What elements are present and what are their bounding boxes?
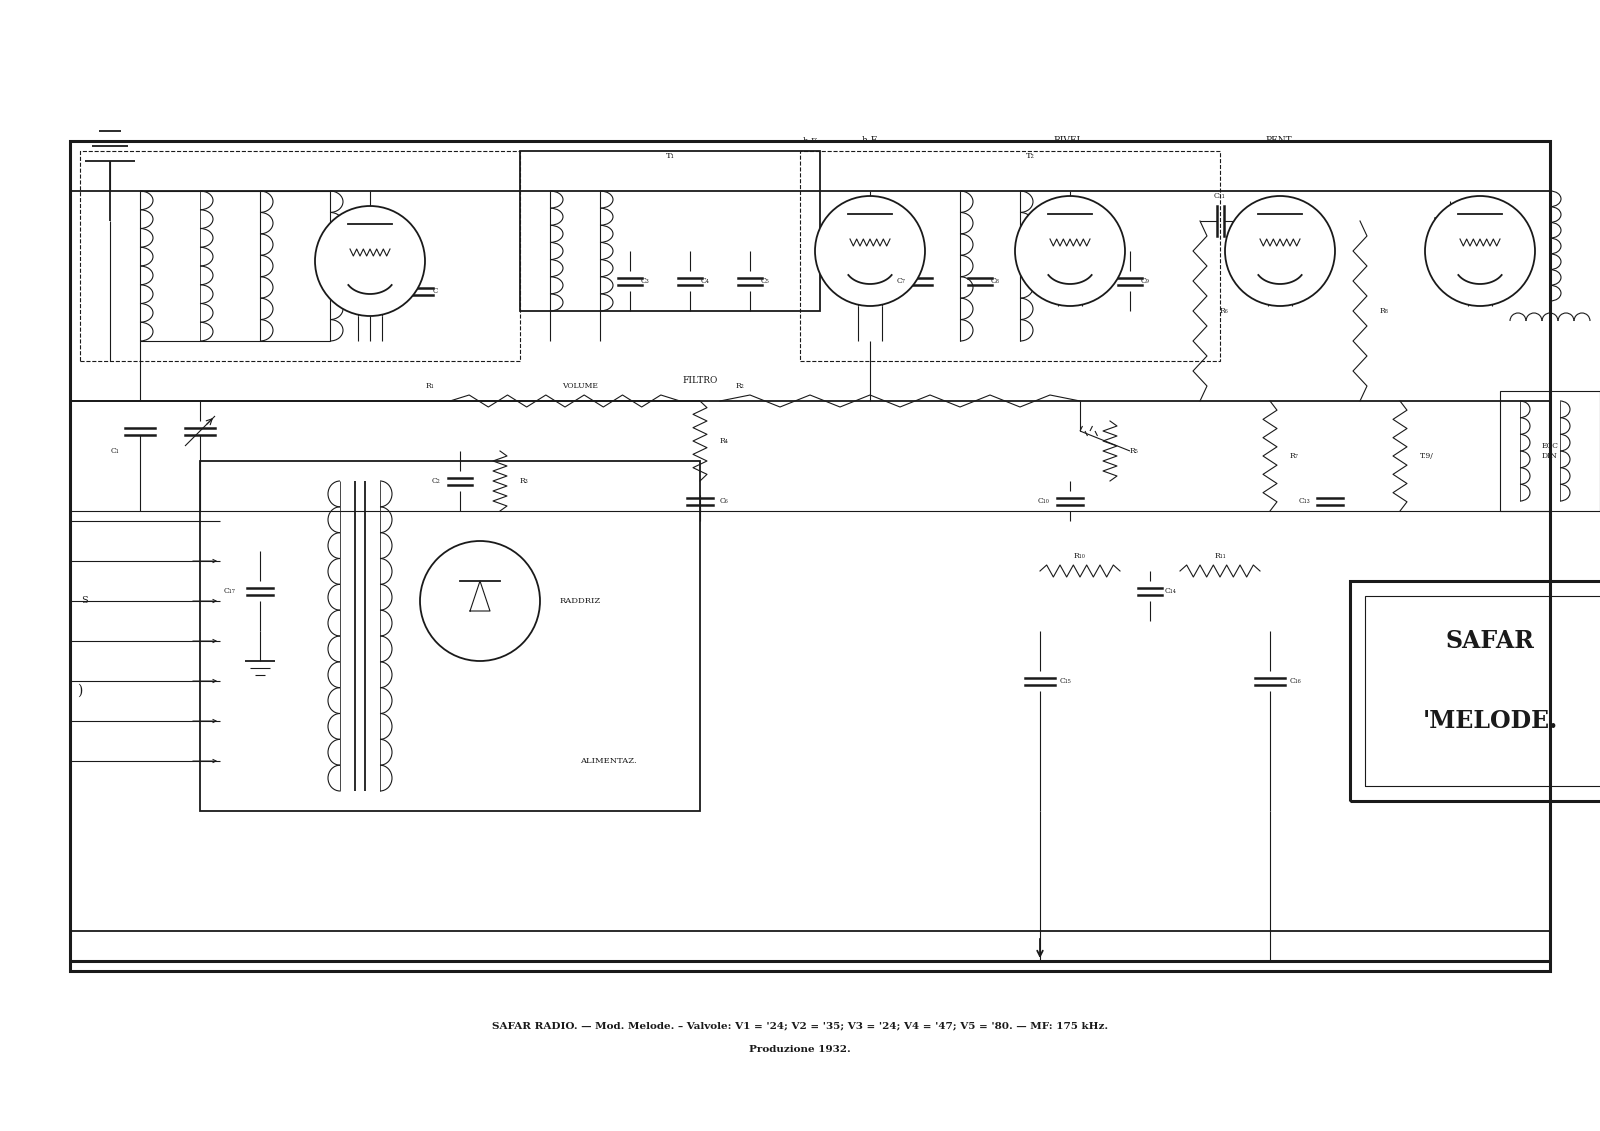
Text: R₃: R₃ — [520, 477, 528, 485]
Text: R₆: R₆ — [1221, 307, 1229, 316]
Circle shape — [419, 541, 541, 661]
Text: C₁₆: C₁₆ — [1290, 677, 1302, 685]
Bar — [1501, 391, 1600, 511]
Text: FILTRO: FILTRO — [682, 377, 718, 386]
Text: C₁₂: C₁₂ — [1464, 217, 1475, 225]
Text: R₇: R₇ — [1290, 452, 1299, 460]
Bar — [1365, 596, 1600, 786]
Text: ): ) — [77, 684, 83, 698]
Text: T₁: T₁ — [666, 152, 675, 159]
Bar — [800, 152, 1221, 361]
Text: T₂: T₂ — [1026, 152, 1035, 159]
Text: R₈: R₈ — [1379, 307, 1389, 316]
Text: C₄: C₄ — [701, 277, 709, 285]
Bar — [520, 152, 819, 311]
Text: R₂: R₂ — [736, 382, 744, 390]
Text: T.9/: T.9/ — [1421, 452, 1434, 460]
Text: S: S — [82, 596, 88, 605]
Text: RIVEL.: RIVEL. — [1054, 137, 1086, 146]
Text: C₂: C₂ — [432, 477, 440, 485]
Text: Produzione 1932.: Produzione 1932. — [749, 1045, 851, 1053]
Text: C₇: C₇ — [896, 277, 906, 285]
Text: C₁₁: C₁₁ — [1214, 192, 1226, 200]
Text: R₁₁: R₁₁ — [1214, 552, 1226, 560]
Text: C₈: C₈ — [990, 277, 1000, 285]
Text: C₁₅: C₁₅ — [1059, 677, 1072, 685]
Bar — [1350, 581, 1600, 801]
Bar — [200, 461, 701, 811]
Circle shape — [1426, 196, 1534, 307]
Text: h F: h F — [862, 137, 877, 146]
Text: 'MELODE.: 'MELODE. — [1422, 709, 1558, 733]
Text: VOLUME: VOLUME — [562, 382, 598, 390]
Text: C₁: C₁ — [110, 447, 120, 455]
Text: ECC
DIN: ECC DIN — [1541, 442, 1558, 459]
Text: h F: h F — [803, 137, 818, 145]
Text: R₅: R₅ — [1130, 447, 1139, 455]
Text: C₆: C₆ — [720, 497, 728, 506]
Text: RADDRIZ: RADDRIZ — [560, 597, 602, 605]
Bar — [70, 141, 1550, 972]
Text: R₁₀: R₁₀ — [1074, 552, 1086, 560]
Text: C₁₇: C₁₇ — [224, 587, 235, 595]
Circle shape — [1226, 196, 1334, 307]
Text: C: C — [432, 287, 438, 295]
Circle shape — [1014, 196, 1125, 307]
Text: SAFAR: SAFAR — [1445, 629, 1534, 653]
Text: C₉: C₉ — [1141, 277, 1149, 285]
Text: R₁: R₁ — [426, 382, 434, 390]
Bar — [80, 152, 520, 361]
Text: SAFAR RADIO. — Mod. Melode. – Valvole: V1 = '24; V2 = '35; V3 = '24; V4 = '47; V: SAFAR RADIO. — Mod. Melode. – Valvole: V… — [491, 1021, 1109, 1030]
Text: ALIMENTAZ.: ALIMENTAZ. — [579, 757, 637, 765]
Text: C₁₃: C₁₃ — [1298, 497, 1310, 506]
Circle shape — [315, 206, 426, 316]
Text: C₁₀: C₁₀ — [1038, 497, 1050, 506]
Circle shape — [814, 196, 925, 307]
Text: C₅: C₅ — [760, 277, 770, 285]
Text: C₃: C₃ — [640, 277, 650, 285]
Text: PENT.: PENT. — [1266, 137, 1294, 146]
Text: R₄: R₄ — [720, 437, 730, 444]
Text: C₁₄: C₁₄ — [1165, 587, 1178, 595]
